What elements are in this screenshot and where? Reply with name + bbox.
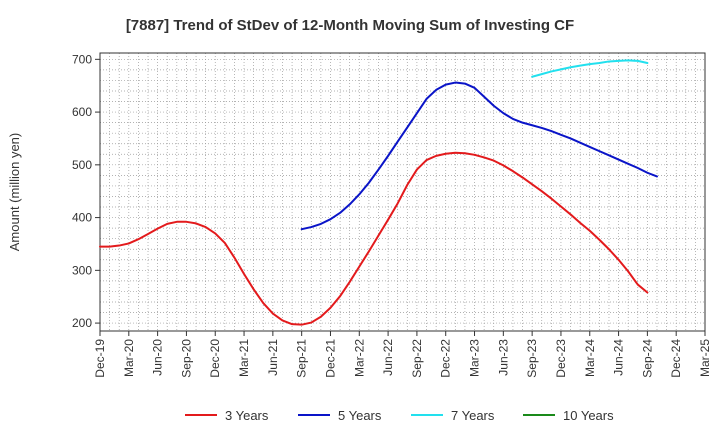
x-tick-label: Sep-21 [295,339,309,378]
y-axis-label: Amount (million yen) [7,133,22,252]
x-tick-label: Jun-20 [151,339,165,376]
x-tick-label: Mar-20 [122,339,136,377]
x-tick-label: Dec-21 [323,339,337,378]
x-tick-label: Dec-22 [439,339,453,378]
y-tick-label: 400 [72,211,92,225]
series-line-5-years [300,81,658,231]
series-line-3-years [99,151,649,326]
x-tick-label: Mar-24 [583,339,597,377]
x-tick-label: Jun-23 [496,339,510,376]
legend-label: 10 Years [563,408,614,423]
y-tick-label: 500 [72,158,92,172]
legend: 3 Years 5 Years 7 Years 10 Years [185,408,614,423]
y-tick-label: 600 [72,105,92,119]
plot-frame [99,52,706,332]
legend-item-10-years: 10 Years [523,408,614,423]
legend-item-3-years: 3 Years [185,408,269,423]
x-tick-label: Jun-24 [612,339,626,376]
x-tick-label: Dec-24 [669,339,683,378]
legend-label: 3 Years [225,408,269,423]
legend-label: 7 Years [451,408,495,423]
series-line-7-years [531,59,649,78]
legend-label: 5 Years [338,408,382,423]
x-tick-label: Mar-25 [698,339,712,377]
x-tick-label: Dec-20 [208,339,222,378]
x-tick-label: Sep-22 [410,339,424,378]
x-tick-label: Mar-21 [237,339,251,377]
legend-item-5-years: 5 Years [298,408,382,423]
x-tick-label: Dec-19 [93,339,107,378]
legend-item-7-years: 7 Years [411,408,495,423]
y-tick-label: 700 [72,52,92,66]
x-tick-label: Mar-22 [352,339,366,377]
plot-area: 200 300 400 500 600 700 Dec-19 Mar-20 Jun-20 Sep-… [72,52,712,377]
x-tick-label: Mar-23 [468,339,482,377]
x-tick-label: Sep-23 [525,339,539,378]
x-tick-label: Jun-22 [381,339,395,376]
chart-title: [7887] Trend of StDev of 12-Month Moving… [126,17,574,34]
x-tick-label: Jun-21 [266,339,280,376]
x-tick-label: Sep-24 [640,339,654,378]
x-tick-label: Dec-23 [554,339,568,378]
y-tick-label: 200 [72,316,92,330]
x-tick-label: Sep-20 [179,339,193,378]
y-tick-label: 300 [72,263,92,277]
